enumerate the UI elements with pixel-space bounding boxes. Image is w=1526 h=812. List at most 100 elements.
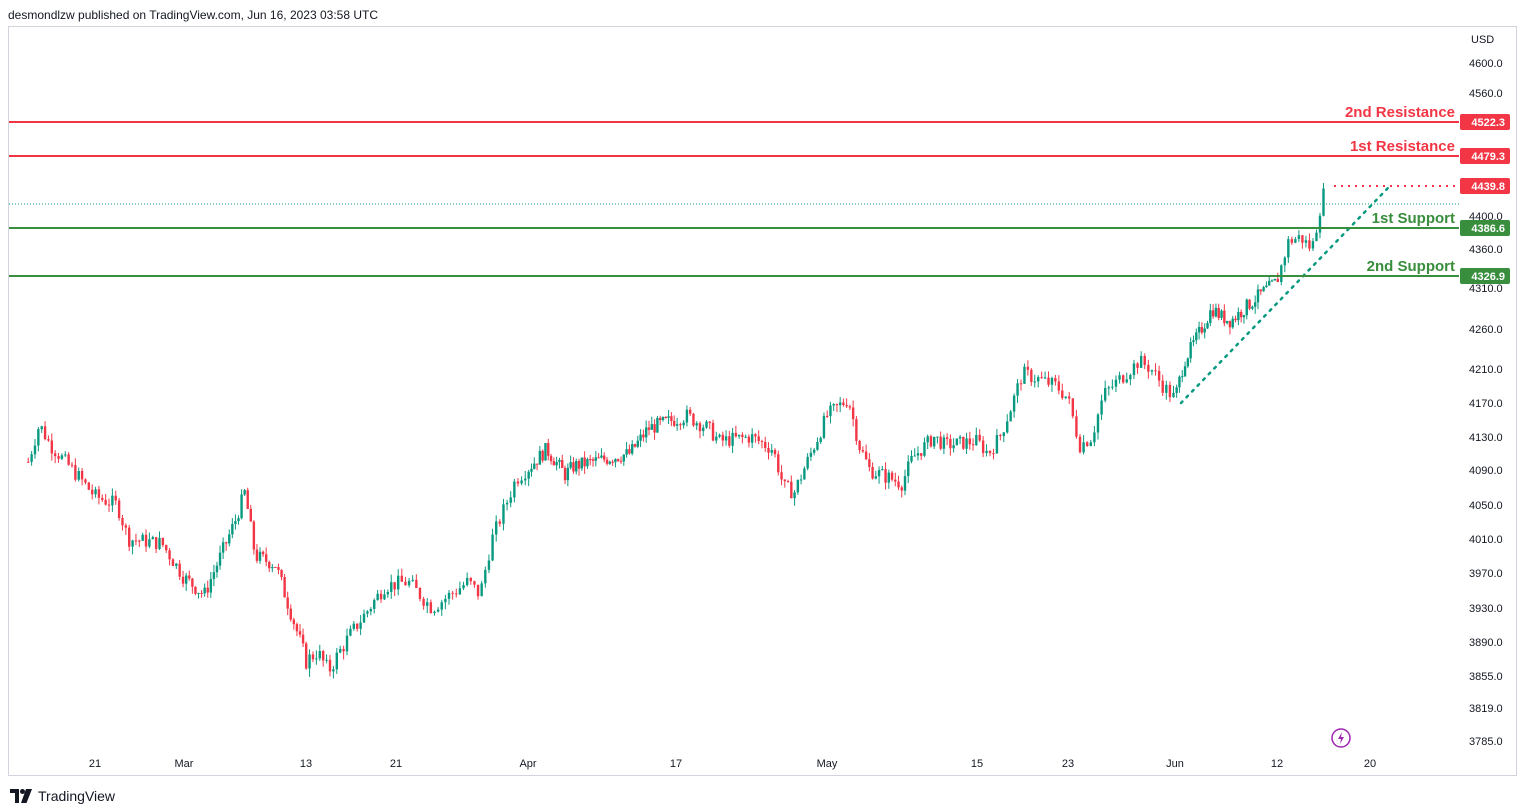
candle-body <box>206 587 209 593</box>
support-trendline <box>1179 184 1392 405</box>
candle-body <box>476 584 480 597</box>
candle-body <box>400 575 404 582</box>
candle-body <box>1259 289 1262 292</box>
x-tick-label: 21 <box>390 758 402 770</box>
levels-layer: 2nd Resistance 1st Resistance 1st Support 2… <box>9 104 1459 405</box>
candle-body <box>667 416 670 418</box>
candle-body <box>890 472 894 480</box>
level-label: 2nd Support <box>1367 258 1455 275</box>
candle-body <box>698 423 702 432</box>
candle-body <box>444 598 447 603</box>
candle-body <box>874 476 878 479</box>
candle-body <box>335 652 338 670</box>
price-tag: 4522.3 <box>1471 117 1505 129</box>
candle-body <box>283 577 286 598</box>
flash-icon[interactable] <box>1331 728 1351 748</box>
y-tick-label: 3930.0 <box>1469 603 1503 615</box>
candle-body <box>1297 235 1301 239</box>
candle-body <box>644 427 648 438</box>
candle-body <box>301 634 305 644</box>
candle-body <box>1197 327 1201 333</box>
candle-body <box>1061 390 1064 398</box>
candle-body <box>864 451 868 460</box>
candle-body <box>345 635 349 652</box>
candle-body <box>53 453 57 457</box>
candle-body <box>178 563 181 577</box>
candle-body <box>661 417 665 421</box>
candle-body <box>538 450 542 465</box>
candle-body <box>426 602 429 606</box>
candle-body <box>533 463 536 469</box>
candle-body <box>829 405 832 416</box>
candle-body <box>268 561 271 569</box>
candle-body <box>516 481 520 484</box>
candle-body <box>1200 327 1204 333</box>
y-tick-label: 4360.0 <box>1469 244 1503 256</box>
candle-body <box>1304 240 1308 243</box>
candle-body <box>1220 310 1223 318</box>
currency-label: USD <box>1471 34 1494 46</box>
candle-body <box>390 582 393 593</box>
candle-body <box>832 404 835 406</box>
candle-body <box>715 436 718 441</box>
candle-body <box>569 462 572 468</box>
candle-body <box>1294 238 1297 243</box>
y-tick-label: 4050.0 <box>1469 500 1503 512</box>
x-tick-label: 17 <box>670 758 682 770</box>
candle-body <box>181 576 185 584</box>
candle-body <box>926 436 929 443</box>
y-tick-label: 3970.0 <box>1469 568 1503 580</box>
candle-body <box>84 479 87 483</box>
candle-body <box>1036 377 1040 382</box>
candle-body <box>952 445 955 449</box>
flash-bolt <box>1338 732 1344 744</box>
candle-body <box>308 654 311 669</box>
candle-body <box>783 479 787 482</box>
candle-body <box>480 583 483 597</box>
candle-body <box>212 572 216 580</box>
candle-body <box>1100 400 1103 415</box>
candle-body <box>171 559 175 566</box>
candle-body <box>1047 377 1050 385</box>
candle-body <box>636 440 639 447</box>
candle-body <box>1178 376 1181 388</box>
x-tick-label: 21 <box>89 758 101 770</box>
candle-body <box>724 436 728 441</box>
candle-body <box>215 565 219 573</box>
candle-body <box>77 471 80 480</box>
y-tick-label: 4600.0 <box>1469 58 1503 70</box>
chart-panel[interactable]: 2nd Resistance 1st Resistance 1st Support 2… <box>8 26 1517 776</box>
candle-body <box>1006 421 1009 433</box>
candle-body <box>799 479 803 481</box>
candle-body <box>619 460 623 462</box>
candle-body <box>1253 302 1257 307</box>
candle-body <box>903 476 907 491</box>
candle-body <box>962 436 965 449</box>
candle-body <box>352 623 356 629</box>
candle-body <box>487 560 491 570</box>
candle-body <box>777 454 780 473</box>
price-chart[interactable]: 2nd Resistance 1st Resistance 1st Support 2… <box>9 27 1516 775</box>
y-tick-label: 4170.0 <box>1469 398 1503 410</box>
candle-body <box>744 436 747 438</box>
candle-body <box>243 490 246 495</box>
last-price-tag-bg <box>1460 178 1510 194</box>
candle-body <box>111 495 114 506</box>
candle-body <box>547 443 550 456</box>
candle-body <box>524 478 527 481</box>
candle-body <box>1322 188 1325 216</box>
candle-body <box>43 426 47 440</box>
candle-body <box>625 449 628 455</box>
candle-body <box>224 542 228 544</box>
candle-body <box>591 459 595 461</box>
candle-body <box>342 649 345 652</box>
candle-body <box>520 480 523 484</box>
candle-body <box>1214 307 1218 317</box>
candle-body <box>1089 442 1092 447</box>
footer-brand[interactable]: TradingView <box>10 786 115 806</box>
candle-body <box>325 659 328 661</box>
candle-body <box>549 455 553 462</box>
candle-body <box>1172 392 1175 398</box>
candle-body <box>1002 432 1005 436</box>
candle-body <box>633 444 637 447</box>
